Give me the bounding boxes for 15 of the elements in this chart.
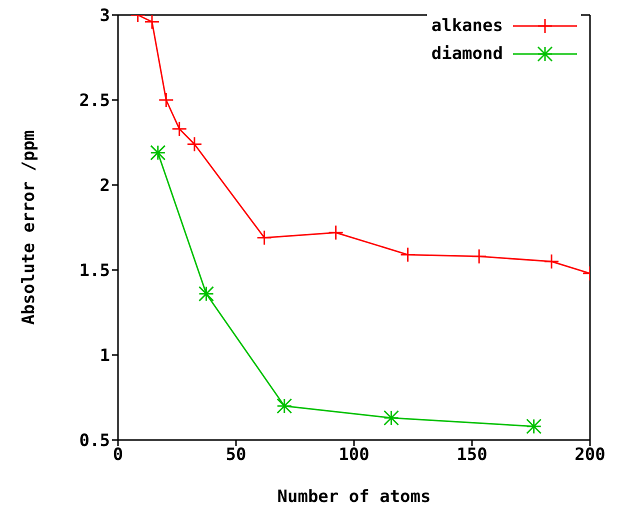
y-tick-label: 1 (100, 346, 110, 366)
y-tick-label: 1.5 (79, 261, 110, 282)
y-tick-label: 2.5 (79, 91, 110, 112)
y-tick-label: 2 (100, 176, 110, 196)
x-tick-label: 50 (226, 445, 246, 466)
y-tick-label: 0.5 (79, 431, 110, 452)
legend-label: diamond (431, 44, 503, 64)
x-tick-label: 100 (338, 445, 370, 466)
x-axis-title: Number of atoms (277, 487, 431, 507)
x-tick-label: 0 (112, 445, 124, 466)
y-tick-label: 3 (100, 6, 110, 26)
x-tick-label: 150 (456, 445, 488, 466)
y-axis-title: Absolute error /ppm (19, 130, 40, 325)
x-tick-label: 200 (574, 445, 606, 466)
legend-label: alkanes (431, 16, 503, 36)
